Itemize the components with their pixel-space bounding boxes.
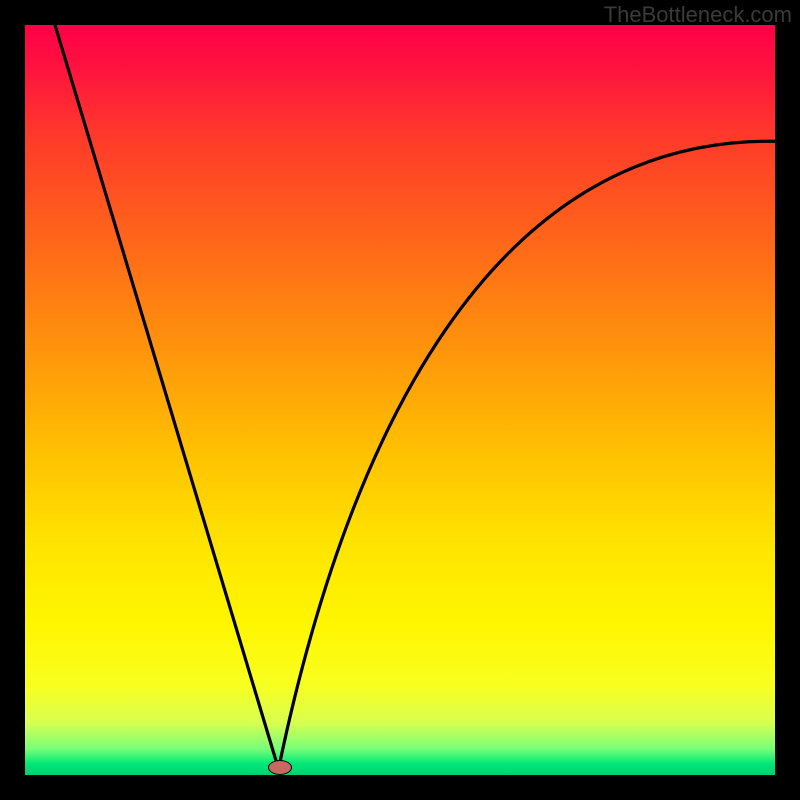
bottleneck-curve — [55, 25, 775, 769]
watermark-text: TheBottleneck.com — [604, 2, 792, 28]
minimum-marker — [268, 760, 292, 775]
curve-svg — [25, 25, 775, 775]
chart-root: TheBottleneck.com — [0, 0, 800, 800]
plot-area — [25, 25, 775, 775]
